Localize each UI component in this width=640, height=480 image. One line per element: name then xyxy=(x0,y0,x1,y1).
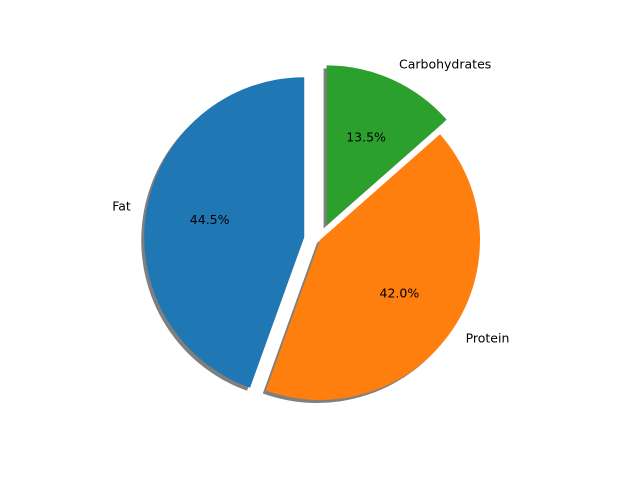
percent-label-fat: 44.5% xyxy=(190,212,230,227)
slice-label-carbohydrates: Carbohydrates xyxy=(399,57,491,72)
slice-protein xyxy=(265,134,481,400)
pie-slices xyxy=(144,65,481,400)
slice-label-protein: Protein xyxy=(466,330,510,345)
slice-labels: Fat 44.5% Protein 42.0% Carbohydrates 13.5% xyxy=(112,57,509,346)
slice-fat xyxy=(144,77,305,388)
percent-label-carbohydrates: 13.5% xyxy=(346,129,386,144)
slice-label-fat: Fat xyxy=(112,198,131,213)
slice-carbohydrates xyxy=(326,65,447,226)
percent-label-protein: 42.0% xyxy=(380,285,420,300)
